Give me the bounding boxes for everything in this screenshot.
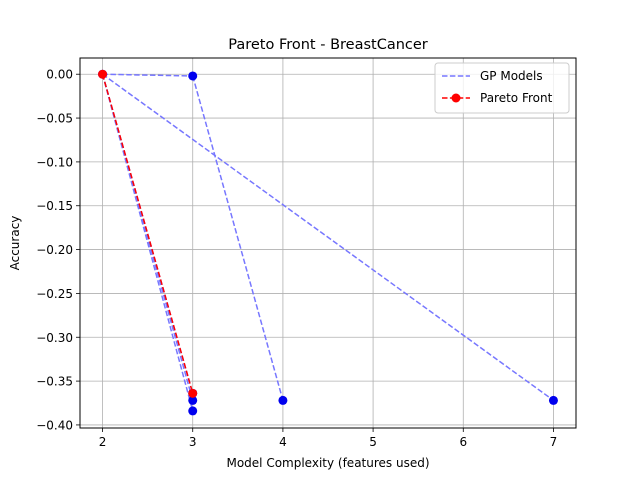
gp-model-point (188, 71, 198, 81)
chart-title: Pareto Front - BreastCancer (228, 37, 428, 53)
y-tick-label: −0.15 (36, 199, 73, 213)
gp-model-line (192, 75, 284, 401)
gp-model-line (102, 73, 554, 401)
y-tick-label: −0.20 (36, 243, 73, 257)
y-tick-label: −0.10 (36, 155, 73, 169)
pareto-front-point (98, 69, 108, 79)
plot-frame (79, 57, 577, 429)
x-tick-label: 4 (279, 435, 287, 449)
x-tick-label: 5 (369, 435, 377, 449)
series-layer (98, 69, 558, 416)
y-tick-label: −0.40 (36, 418, 73, 432)
x-tick-label: 7 (550, 435, 558, 449)
x-tick-label: 6 (459, 435, 467, 449)
pareto-front-point (188, 388, 198, 398)
legend-pareto-front-marker (451, 93, 461, 103)
y-tick-label: 0.00 (46, 68, 73, 82)
gp-model-point (188, 406, 198, 416)
gp-model-line (102, 73, 193, 77)
x-tick-label: 3 (189, 435, 197, 449)
y-tick-label: −0.25 (36, 287, 73, 301)
gp-model-point (548, 395, 558, 405)
legend-pareto-front-label: Pareto Front (480, 91, 553, 105)
legend-gp-models-label: GP Models (480, 69, 543, 83)
y-tick-label: −0.35 (36, 375, 73, 389)
y-axis-label: Accuracy (8, 216, 22, 271)
gp-model-line (101, 74, 194, 412)
legend: GP Models Pareto Front (434, 62, 570, 114)
tick-layer: 2 3 4 5 6 7 0.00 −0.05 −0.10 −0.15 −0.20 −0.25 −0.30… (36, 68, 557, 449)
gp-model-point (278, 395, 288, 405)
gp-model-point (188, 395, 198, 405)
y-tick-label: −0.05 (36, 112, 73, 126)
x-axis-label: Model Complexity (features used) (226, 456, 429, 470)
x-tick-label: 2 (99, 435, 107, 449)
y-tick-label: −0.30 (36, 331, 73, 345)
